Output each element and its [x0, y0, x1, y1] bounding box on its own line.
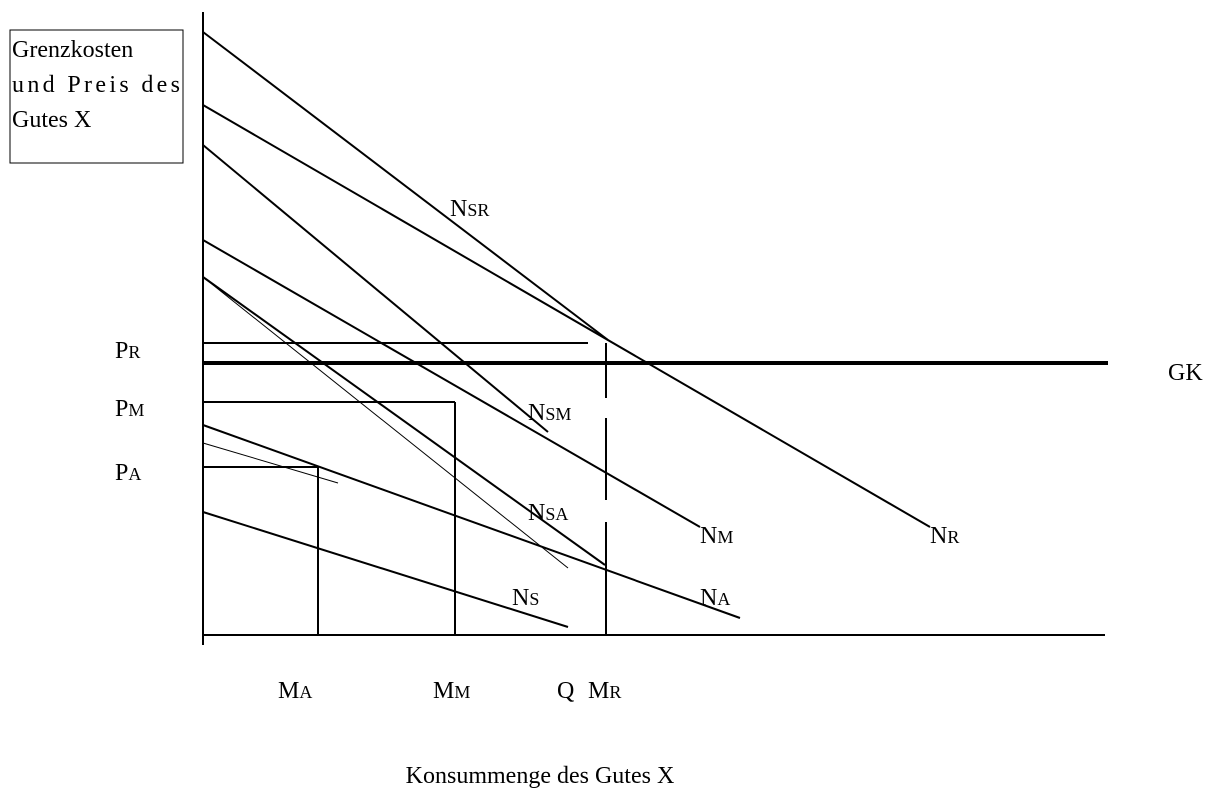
label: NSR [450, 196, 489, 222]
curve-na [202, 424, 741, 619]
curve-nsr [202, 31, 609, 341]
curve-ns [202, 511, 569, 628]
gap [603, 500, 609, 522]
label: NR [930, 523, 959, 549]
y-axis-box [9, 29, 184, 164]
curve-nm [202, 239, 701, 528]
gap [603, 398, 609, 418]
label: PR [115, 338, 140, 364]
thin-curve [202, 442, 339, 484]
label: PA [115, 460, 141, 486]
x-axis-label: Konsummenge des Gutes X [406, 763, 675, 789]
label: NA [700, 585, 730, 611]
label: Q [557, 678, 574, 704]
label: GK [1168, 360, 1203, 386]
curve-nr [202, 104, 931, 528]
label: MA [278, 678, 312, 704]
thin-curve [202, 276, 569, 569]
curve-nsm [202, 144, 549, 433]
label: NSA [528, 500, 568, 526]
label: PM [115, 396, 144, 422]
curve-nsa [202, 276, 606, 566]
box-line: Gutes X [12, 107, 91, 133]
label: NM [700, 523, 733, 549]
label: NSM [528, 400, 571, 426]
label: MM [433, 678, 470, 704]
box-line: und Preis des [12, 72, 180, 98]
label: NS [512, 585, 539, 611]
label: MR [588, 678, 621, 704]
box-line: Grenzkosten [12, 37, 133, 63]
